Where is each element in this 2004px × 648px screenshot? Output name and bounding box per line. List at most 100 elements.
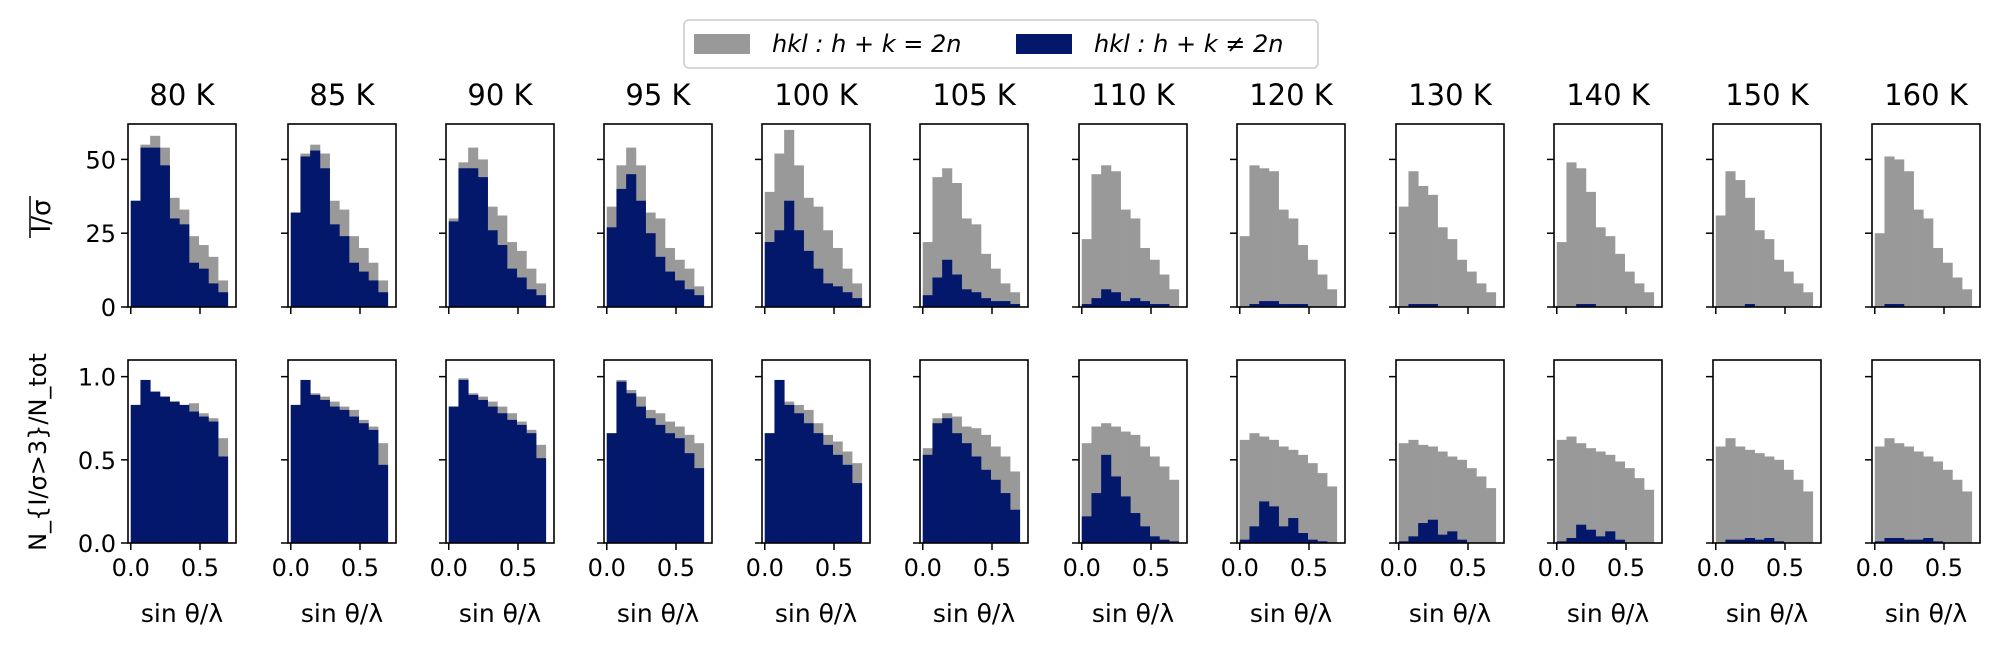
bar-allowed: [684, 268, 695, 307]
bar-allowed: [1773, 259, 1785, 307]
bar-allowed: [1268, 171, 1279, 307]
axes-frame: [445, 359, 555, 544]
bar-allowed: [1725, 438, 1736, 543]
bar-forbidden: [1595, 536, 1606, 543]
bar-allowed: [1624, 468, 1635, 543]
bar-forbidden: [1159, 539, 1170, 543]
bar-allowed: [822, 230, 834, 307]
x-axis-label: sin θ/λ: [1885, 599, 1967, 628]
axes-frame: [127, 123, 237, 308]
bar-allowed: [971, 224, 982, 307]
x-axis-label: sin θ/λ: [301, 599, 383, 628]
x-axis-label: sin θ/λ: [933, 599, 1015, 628]
bar-allowed: [1614, 253, 1626, 307]
bar-forbidden: [774, 379, 785, 543]
panel-title: 105 K: [932, 78, 1017, 112]
bar-allowed: [1418, 444, 1429, 543]
bar-allowed: [1942, 262, 1953, 307]
bar-allowed: [832, 247, 843, 307]
bar-forbidden: [198, 268, 209, 307]
bar-allowed: [961, 218, 972, 307]
bar-allowed: [1091, 426, 1102, 543]
bar-allowed: [1398, 206, 1409, 307]
bar-allowed: [1149, 259, 1160, 307]
bar-forbidden: [1317, 541, 1328, 543]
axes-frame: [287, 359, 397, 544]
bar-forbidden: [1744, 538, 1755, 543]
bar-allowed: [1644, 292, 1655, 307]
bar-allowed: [1120, 431, 1131, 543]
bar-forbidden: [674, 280, 685, 307]
bar-forbidden: [932, 423, 943, 543]
bar-allowed: [1239, 236, 1250, 307]
bar-forbidden: [1773, 541, 1785, 543]
axes-frame: [1395, 359, 1505, 544]
bar-forbidden: [852, 298, 863, 307]
bar-forbidden: [468, 394, 479, 543]
axes-frame: [761, 359, 871, 544]
panel-title: 140 K: [1566, 78, 1651, 112]
bar-forbidden: [1744, 304, 1755, 307]
bar-forbidden: [942, 259, 953, 307]
x-tick-label: 0.0: [1538, 554, 1576, 582]
x-tick-label: 0.5: [815, 554, 853, 582]
bar-forbidden: [179, 224, 190, 307]
bar-forbidden: [1091, 298, 1102, 307]
bar-forbidden: [655, 256, 666, 307]
x-tick-label: 0.5: [499, 554, 537, 582]
bar-allowed: [1952, 479, 1963, 543]
bar-allowed: [1476, 283, 1487, 307]
bar-forbidden: [971, 292, 982, 307]
bar-forbidden: [626, 393, 637, 543]
bar-allowed: [1595, 451, 1606, 543]
bar-allowed: [1249, 165, 1260, 307]
panel-title: 150 K: [1725, 78, 1810, 112]
axes-frame: [603, 123, 713, 308]
bar-forbidden: [1288, 518, 1299, 543]
bar-forbidden: [1091, 493, 1102, 543]
bar-forbidden: [942, 418, 953, 543]
bar-forbidden: [606, 433, 617, 543]
bar-forbidden: [368, 429, 379, 543]
bar-forbidden: [477, 177, 488, 307]
legend-frame: [683, 19, 1319, 69]
bar-allowed: [1744, 197, 1755, 307]
bar-forbidden: [764, 433, 775, 543]
bar-allowed: [1783, 271, 1794, 307]
bar-allowed: [1239, 439, 1250, 543]
y-axis-label-top: I/σ: [27, 200, 57, 233]
y-axis-label-bottom: N_{I/σ>3}/N_tot: [24, 353, 52, 551]
bar-forbidden: [378, 464, 389, 543]
bar-forbidden: [774, 230, 785, 307]
y-tick-label: 0: [101, 294, 116, 322]
panel-title: 130 K: [1408, 78, 1493, 112]
bar-forbidden: [526, 289, 537, 307]
bar-forbidden: [1149, 304, 1160, 307]
bar-allowed: [1874, 446, 1885, 543]
bar-forbidden: [159, 396, 170, 543]
bar-allowed: [1476, 476, 1487, 543]
bar-forbidden: [198, 416, 209, 543]
bar-forbidden: [1278, 526, 1289, 543]
axes-frame: [1395, 123, 1505, 308]
bar-forbidden: [140, 379, 151, 543]
bar-forbidden: [1169, 541, 1180, 543]
bar-forbidden: [1437, 534, 1448, 543]
bar-forbidden: [1418, 304, 1429, 307]
bar-forbidden: [1884, 538, 1895, 543]
bar-forbidden: [536, 458, 547, 543]
bar-forbidden: [1130, 513, 1141, 543]
bar-allowed: [1447, 456, 1458, 543]
y-tick-label: 25: [85, 220, 116, 248]
bar-forbidden: [1408, 304, 1419, 307]
bar-forbidden: [822, 283, 834, 307]
bar-forbidden: [1585, 529, 1596, 543]
bar-forbidden: [159, 165, 170, 307]
bar-allowed: [951, 183, 962, 307]
bar-allowed: [1466, 271, 1477, 307]
bar-forbidden: [348, 416, 360, 543]
bar-forbidden: [1614, 539, 1626, 543]
bar-allowed: [1317, 274, 1328, 307]
bar-allowed: [1962, 491, 1973, 543]
axes-frame: [919, 359, 1029, 544]
